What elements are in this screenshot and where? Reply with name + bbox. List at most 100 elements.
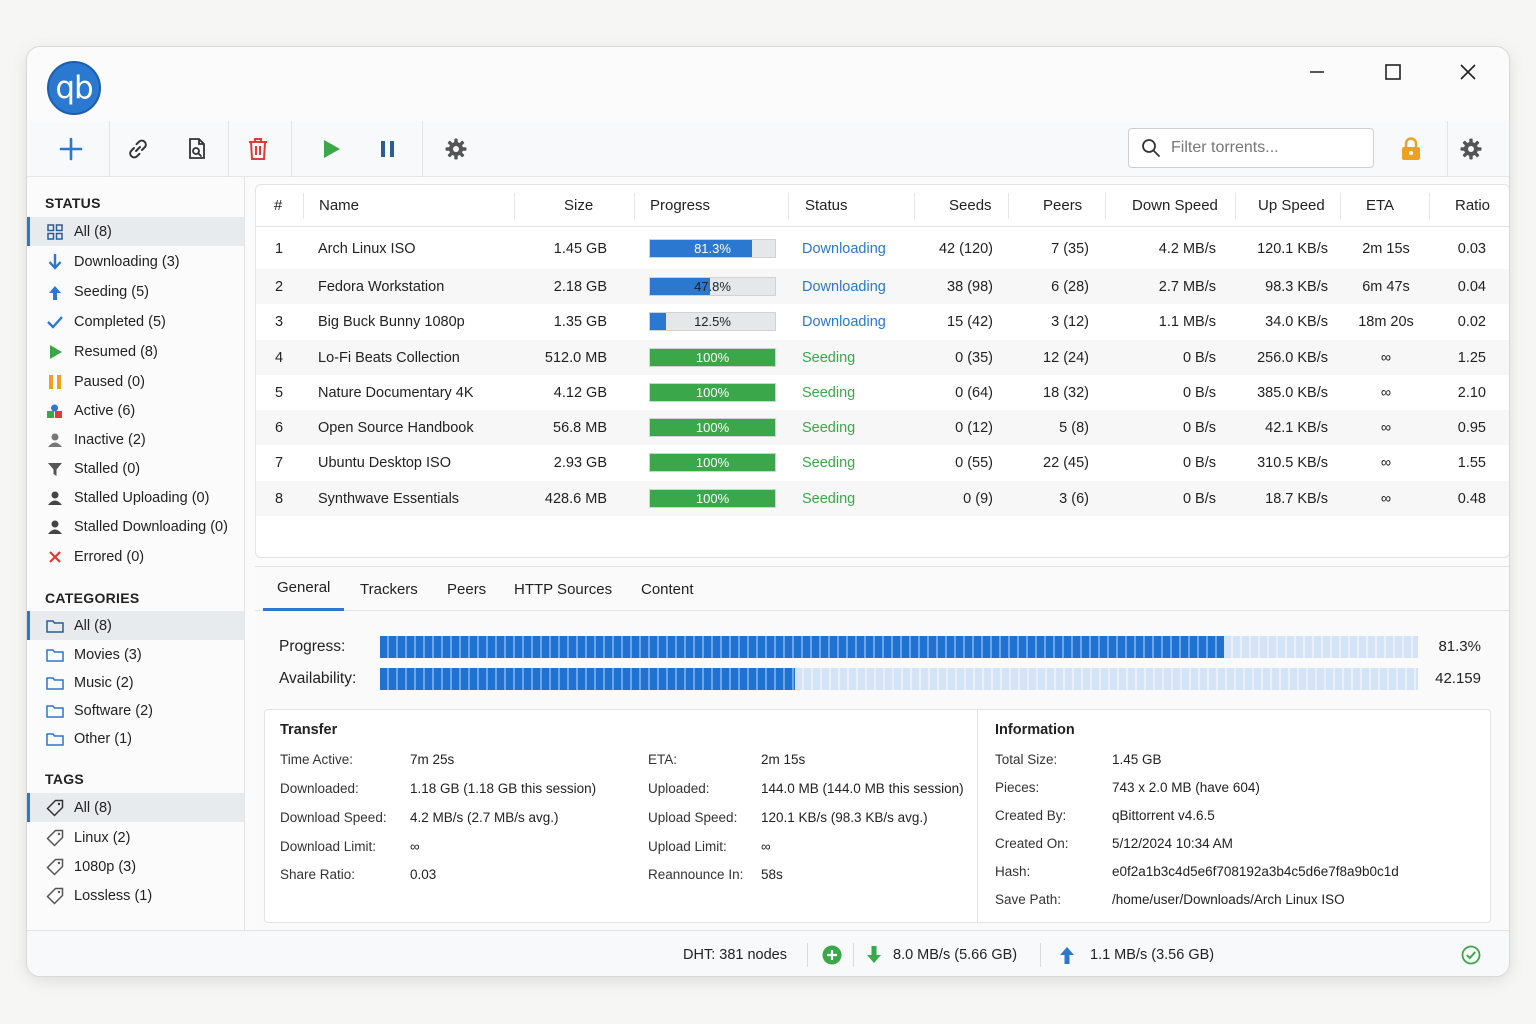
tag-label: Linux (2) [74, 829, 131, 846]
delete-button[interactable] [238, 129, 278, 169]
upload-speed-status[interactable]: 1.1 MB/s (3.56 GB) [1058, 931, 1215, 976]
sidebar-item-downloading[interactable]: Downloading (3) [27, 247, 244, 276]
sidebar-item-label: Stalled Uploading (0) [74, 489, 210, 506]
options-button[interactable] [436, 129, 476, 169]
sidebar-item-label: Paused (0) [74, 373, 145, 390]
header-separator [1429, 193, 1430, 219]
minimize-button[interactable] [1297, 57, 1337, 87]
sidebar-item-stalled-uploading[interactable]: Stalled Uploading (0) [27, 483, 244, 512]
table-row[interactable]: 6 Open Source Handbook 56.8 MB Seeding 0 (12… [256, 410, 1509, 445]
table-row[interactable]: 1 Arch Linux ISO 1.45 GB Downloading 42 (120… [256, 231, 1509, 266]
column-header-up-speed[interactable]: Up Speed [1258, 185, 1325, 227]
column-header-status[interactable]: Status [805, 185, 848, 227]
add-magnet-link-button[interactable] [118, 129, 158, 169]
add-torrent-button[interactable] [51, 129, 91, 169]
category-item-music[interactable]: Music (2) [27, 668, 244, 697]
field-value: 1.18 GB (1.18 GB this session) [410, 781, 597, 796]
column-header-peers[interactable]: Peers [1043, 185, 1083, 227]
category-label: Software (2) [74, 702, 153, 719]
category-item-movies[interactable]: Movies (3) [27, 640, 244, 669]
cell-name: Fedora Workstation [318, 278, 445, 295]
availability-bar-fill [380, 668, 796, 690]
sidebar-item-label: Active (6) [74, 402, 136, 419]
category-item-software[interactable]: Software (2) [27, 696, 244, 725]
field-value: 743 x 2.0 MB (have 604) [1112, 780, 1260, 795]
pause-button[interactable] [368, 129, 408, 169]
sidebar-item-all[interactable]: All (8) [27, 217, 244, 246]
tag-item-linux[interactable]: Linux (2) [27, 823, 244, 852]
tag-icon [46, 829, 64, 847]
settings-button[interactable] [1451, 129, 1491, 169]
field-label: Time Active: [280, 752, 354, 767]
category-item-all[interactable]: All (8) [27, 611, 244, 640]
gear-icon [445, 138, 467, 160]
maximize-button[interactable] [1373, 57, 1413, 87]
progress-bar-fill [650, 454, 775, 471]
table-row[interactable]: 7 Ubuntu Desktop ISO 2.93 GB Seeding 0 (55) 2… [256, 445, 1509, 480]
tab-http-sources[interactable]: HTTP Sources [514, 580, 613, 598]
tag-item-lossless[interactable]: Lossless (1) [27, 881, 244, 910]
field-value: 1.45 GB [1112, 752, 1162, 767]
column-header-ratio[interactable]: Ratio [1455, 185, 1491, 227]
filter-input[interactable] [1171, 139, 1361, 157]
status-bar: DHT: 381 nodes 8.0 MB/s (5.66 GB) 1.1 MB… [27, 930, 1509, 976]
sidebar-item-completed[interactable]: Completed (5) [27, 307, 244, 336]
column-header-down-speed[interactable]: Down Speed [1132, 185, 1218, 227]
table-row[interactable]: 5 Nature Documentary 4K 4.12 GB Seeding 0 (6… [256, 375, 1509, 410]
cell-name: Nature Documentary 4K [318, 384, 474, 401]
column-header-size[interactable]: Size [564, 185, 594, 227]
upload-speed-text: 1.1 MB/s (3.56 GB) [1090, 947, 1215, 963]
column-header-seeds[interactable]: Seeds [949, 185, 992, 227]
category-item-other[interactable]: Other (1) [27, 724, 244, 753]
sidebar-item-paused[interactable]: Paused (0) [27, 367, 244, 396]
cell-name: Lo-Fi Beats Collection [318, 349, 460, 366]
grid-icon [46, 223, 64, 241]
tab-trackers[interactable]: Trackers [360, 580, 418, 598]
sidebar-item-seeding[interactable]: Seeding (5) [27, 277, 244, 306]
progress-bar-fill [650, 349, 775, 366]
tab-content[interactable]: Content [641, 580, 694, 598]
cell-seeds: 0 (12) [955, 419, 993, 436]
close-button[interactable] [1448, 57, 1488, 87]
table-row[interactable]: 3 Big Buck Bunny 1080p 1.35 GB Downloading 1… [256, 304, 1509, 339]
sidebar: STATUS All (8) Downloading (3) Seeding (… [27, 177, 245, 930]
cell-name: Arch Linux ISO [318, 240, 416, 257]
download-speed-status[interactable]: 8.0 MB/s (5.66 GB) [865, 931, 1017, 976]
sidebar-item-inactive[interactable]: Inactive (2) [27, 425, 244, 454]
lock-button[interactable] [1391, 129, 1431, 169]
statusbar-separator [853, 943, 854, 967]
tab-peers[interactable]: Peers [447, 580, 487, 598]
column-header-eta[interactable]: ETA [1366, 185, 1395, 227]
category-label: Music (2) [74, 674, 134, 691]
field-value: 2m 15s [761, 752, 806, 767]
table-row[interactable]: 2 Fedora Workstation 2.18 GB Downloading 38 … [256, 269, 1509, 304]
cell-ratio: 2.10 [1457, 384, 1486, 401]
tab-general[interactable]: General [263, 567, 345, 611]
tag-icon [46, 887, 64, 905]
folder-icon [46, 730, 64, 748]
sidebar-item-stalled[interactable]: Stalled (0) [27, 454, 244, 483]
sidebar-item-errored[interactable]: Errored (0) [27, 542, 244, 571]
header-separator [1105, 193, 1106, 219]
field-label: Total Size: [995, 752, 1058, 767]
cell-eta: ∞ [1380, 384, 1392, 401]
table-row[interactable]: 4 Lo-Fi Beats Collection 512.0 MB Seeding 0 … [256, 340, 1509, 375]
tag-item-all[interactable]: All (8) [27, 793, 244, 822]
column-header-progress[interactable]: Progress [650, 185, 711, 227]
column-header-number[interactable]: # [274, 185, 283, 227]
sidebar-item-resumed[interactable]: Resumed (8) [27, 337, 244, 366]
sidebar-item-active[interactable]: Active (6) [27, 396, 244, 425]
column-header-name[interactable]: Name [319, 185, 360, 227]
tag-item-1080p[interactable]: 1080p (3) [27, 852, 244, 881]
connection-status-button[interactable] [822, 931, 842, 976]
sidebar-item-label: Stalled Downloading (0) [74, 518, 228, 535]
resume-button[interactable] [311, 129, 351, 169]
sidebar-item-stalled-downloading[interactable]: Stalled Downloading (0) [27, 512, 244, 541]
cell-up-speed: 256.0 KB/s [1257, 349, 1328, 366]
field-label: Download Limit: [280, 839, 377, 854]
info-divider [977, 710, 978, 922]
torrent-file-button[interactable] [177, 129, 217, 169]
table-row[interactable]: 8 Synthwave Essentials 428.6 MB Seeding 0 (9… [256, 481, 1509, 516]
filter-search-box[interactable] [1128, 128, 1374, 168]
field-label: Hash: [995, 864, 1031, 879]
